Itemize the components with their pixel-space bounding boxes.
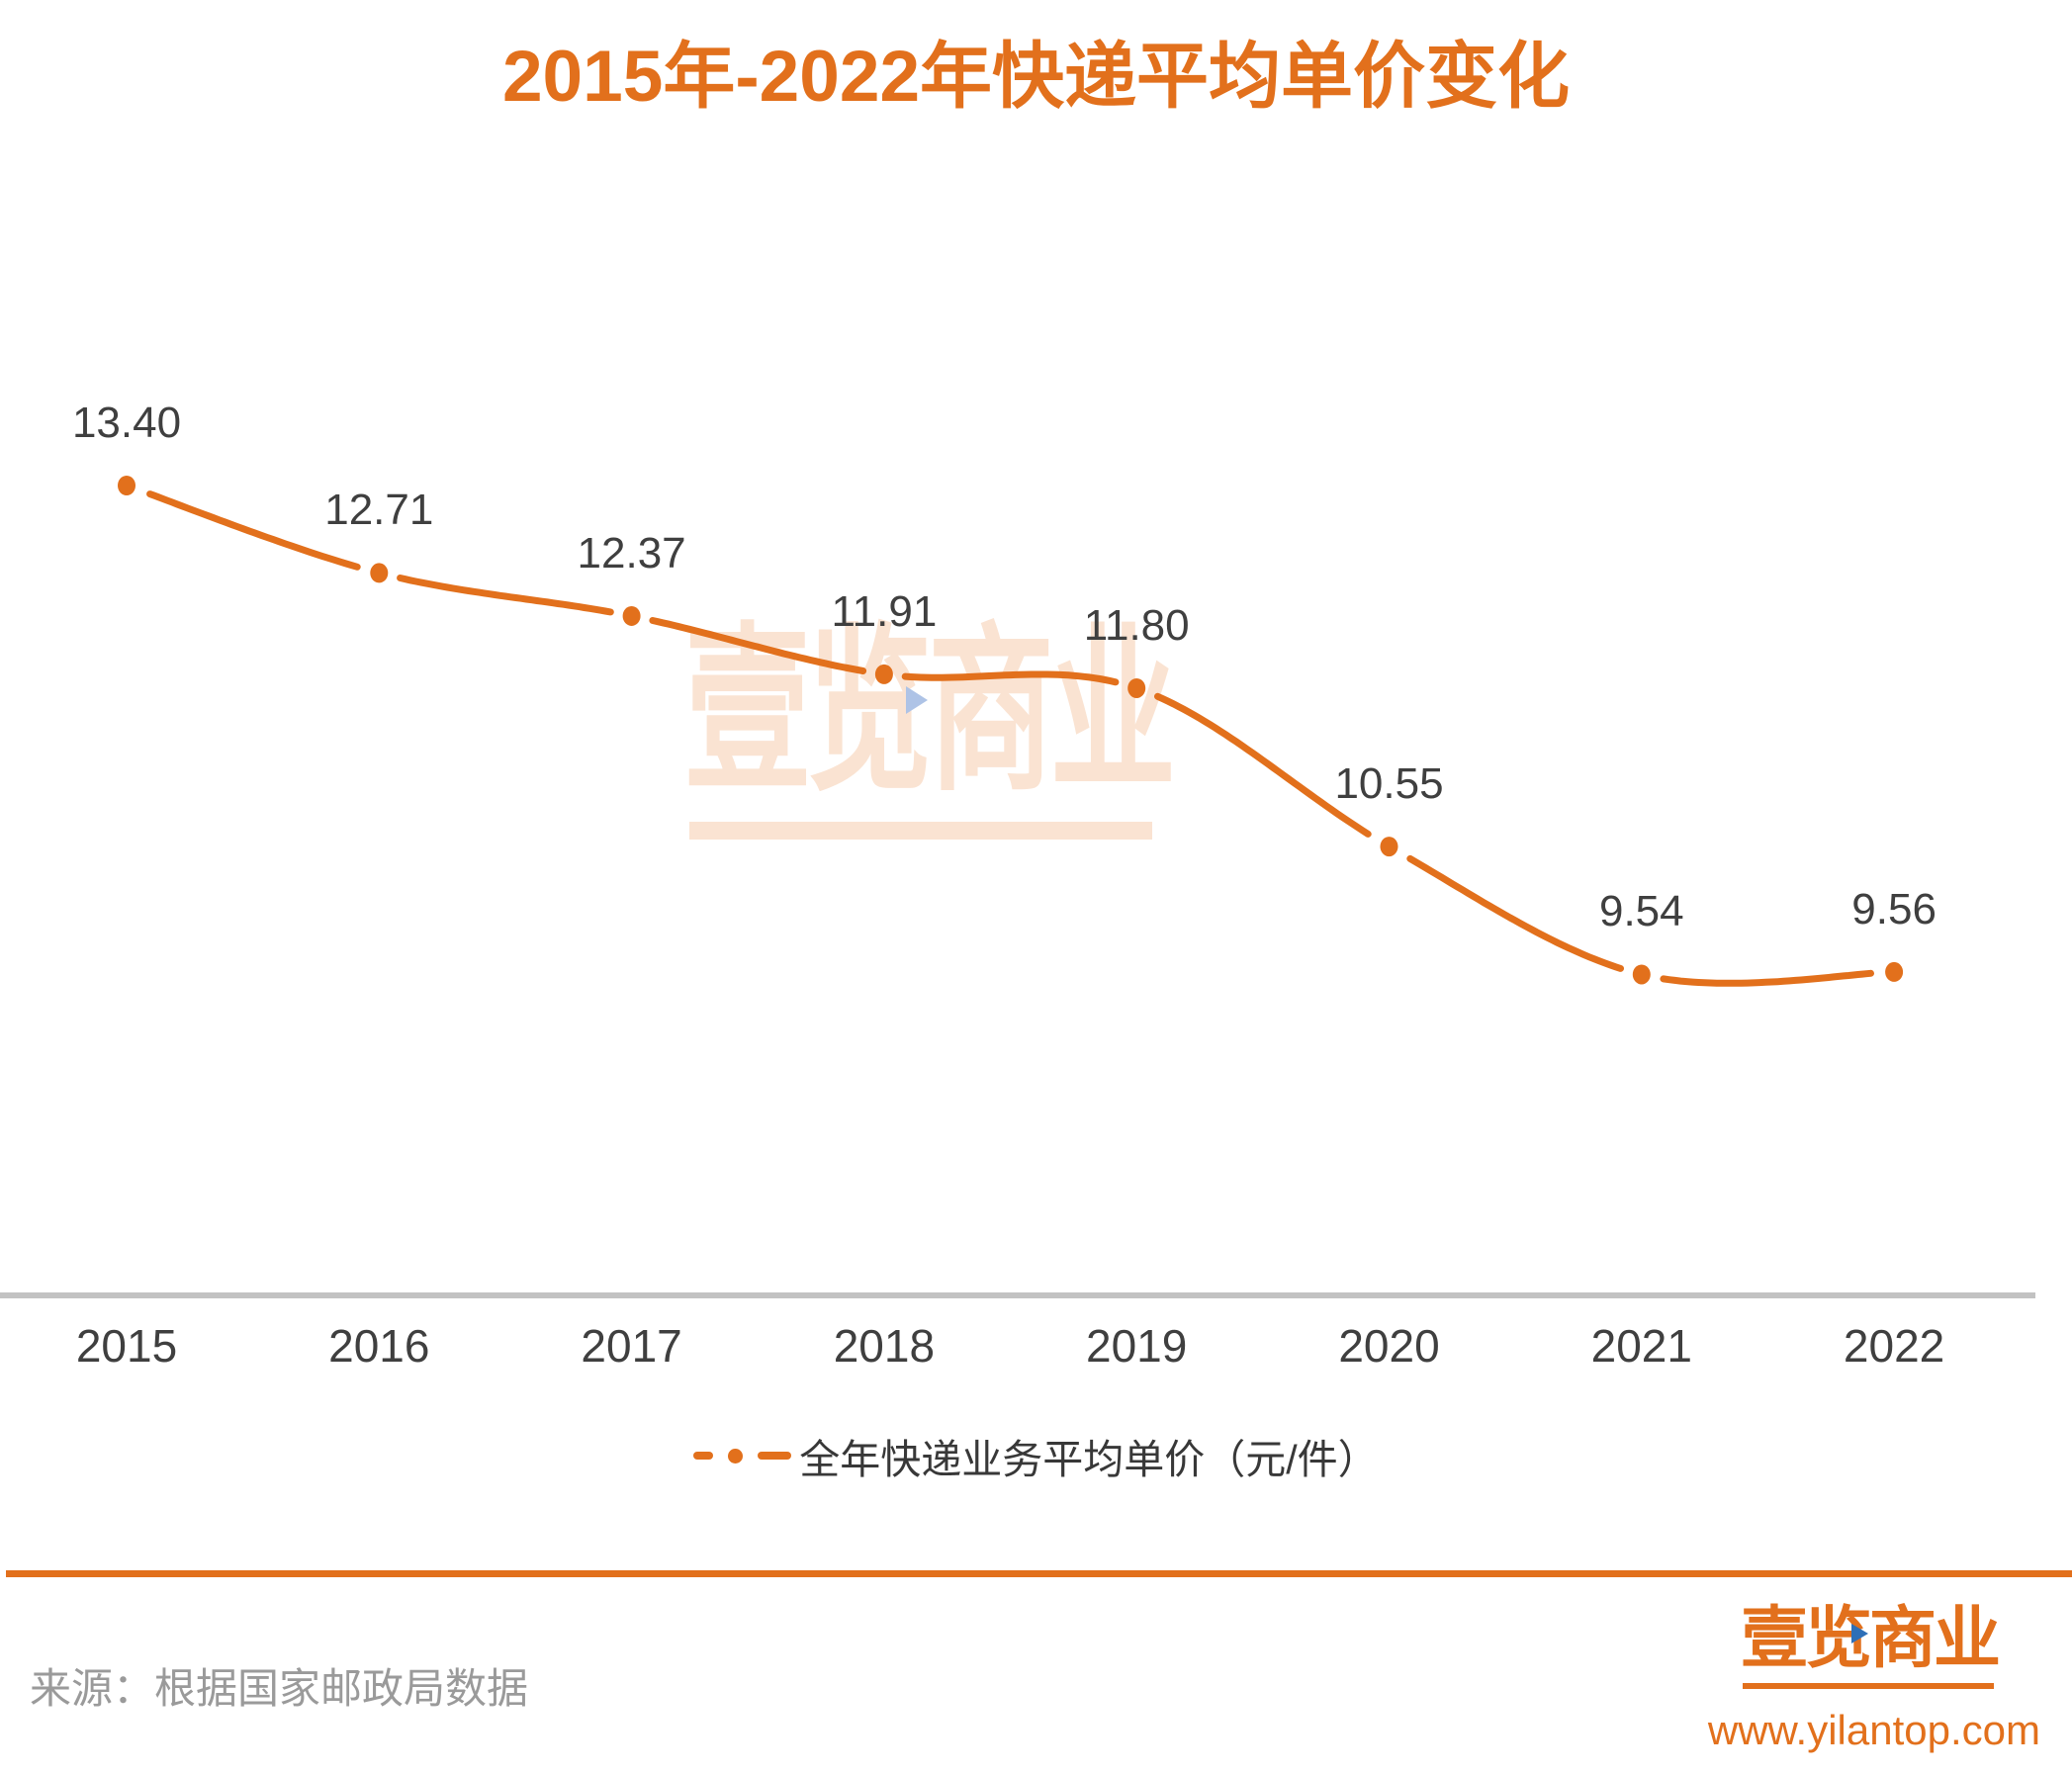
x-tick-2019: 2019 <box>1086 1320 1188 1372</box>
x-tick-2017: 2017 <box>581 1320 682 1372</box>
watermark-underline <box>689 822 1152 840</box>
data-point-2021 <box>1632 964 1651 985</box>
data-point-2016 <box>370 563 389 583</box>
footer-logo: 壹览商业 <box>1741 1601 2001 1701</box>
value-label-2022: 9.56 <box>1851 884 1937 933</box>
data-point-2015 <box>118 476 135 495</box>
value-label-2016: 12.71 <box>324 486 434 535</box>
data-point-2022 <box>1885 961 1904 982</box>
source-text: 来源：根据国家邮政局数据 <box>30 1665 529 1712</box>
value-label-2021: 9.54 <box>1598 887 1684 936</box>
legend-label: 全年快递业务平均单价（元/件） <box>799 1437 1379 1482</box>
chart-title: 2015年-2022年快递平均单价变化 <box>501 37 1571 117</box>
logo-play-icon <box>1851 1624 1868 1643</box>
x-tick-2022: 2022 <box>1843 1320 1945 1372</box>
x-tick-2020: 2020 <box>1338 1320 1440 1372</box>
x-axis-line <box>0 1292 2035 1298</box>
footer-logo-text: 壹览商业 <box>1741 1601 2001 1676</box>
data-point-2019 <box>1127 677 1146 698</box>
x-tick-2015: 2015 <box>75 1320 178 1372</box>
series-line <box>146 490 1874 987</box>
value-label-2015: 13.40 <box>71 399 182 447</box>
legend: 全年快递业务平均单价（元/件） <box>0 1426 2072 1485</box>
data-point-2018 <box>874 664 893 684</box>
data-point-2017 <box>622 605 641 626</box>
x-tick-2018: 2018 <box>833 1320 936 1372</box>
legend-line-dash-icon <box>758 1452 792 1460</box>
value-label-2020: 10.55 <box>1334 759 1444 809</box>
legend-marker-dot-icon <box>728 1448 744 1464</box>
data-point-2020 <box>1380 837 1398 857</box>
value-label-2019: 11.80 <box>1083 600 1190 650</box>
x-tick-2016: 2016 <box>328 1320 430 1372</box>
watermark-play-icon <box>906 686 928 714</box>
x-tick-2021: 2021 <box>1590 1320 1692 1372</box>
value-label-2017: 12.37 <box>577 528 686 577</box>
legend-line-dash-icon <box>693 1452 714 1460</box>
footer-divider <box>6 1570 2072 1577</box>
footer-url: www.yilantop.com <box>1707 1707 2040 1753</box>
logo-underline <box>1743 1683 1994 1689</box>
value-label-2018: 11.91 <box>831 586 938 636</box>
